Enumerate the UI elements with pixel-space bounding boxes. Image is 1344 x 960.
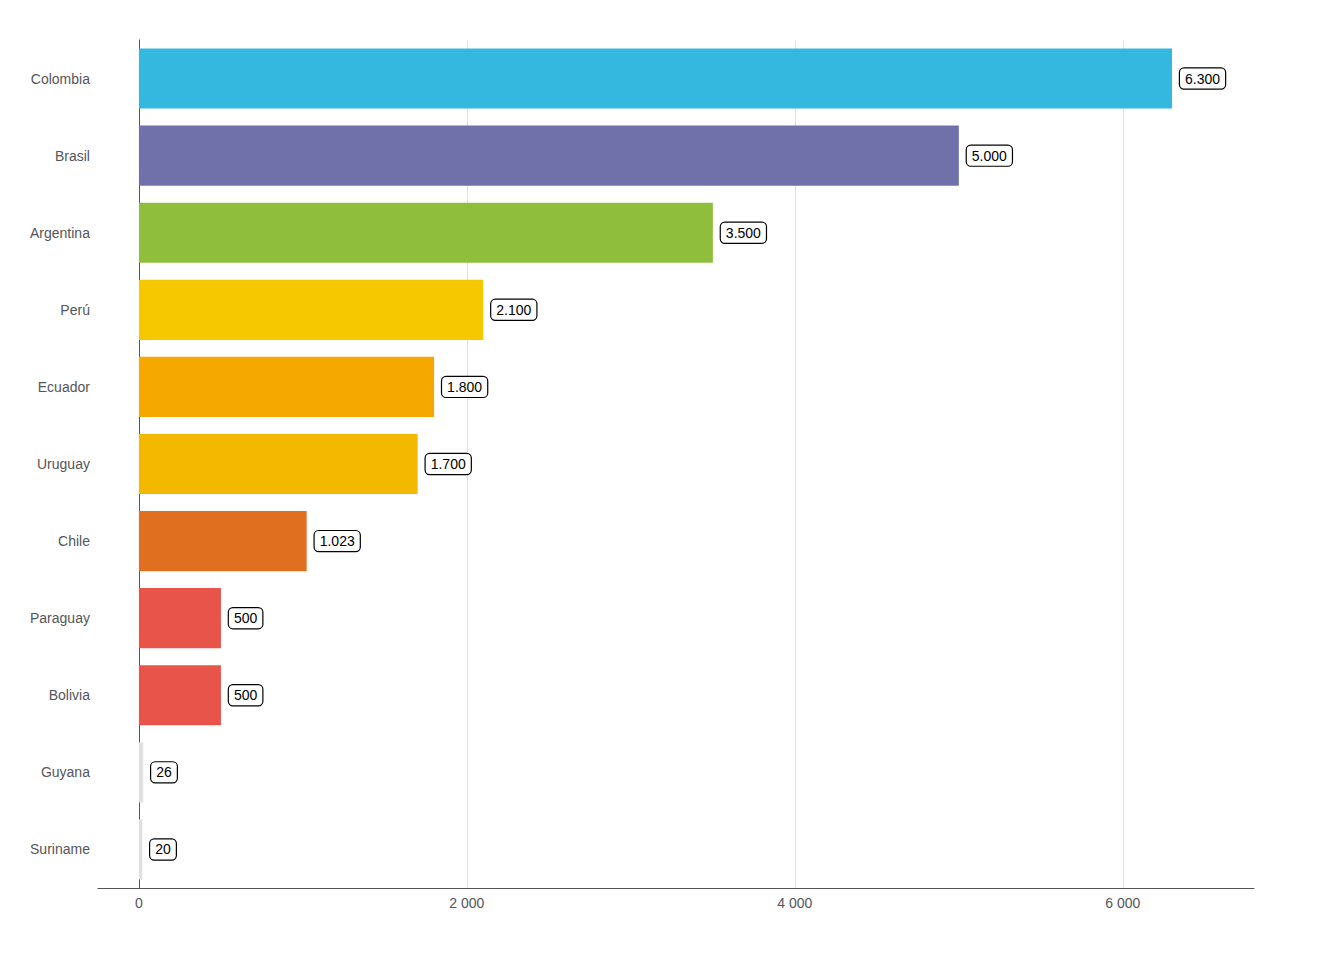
svg-text:20: 20 [155,841,171,857]
svg-text:6 000: 6 000 [1105,895,1140,911]
svg-text:Bolivia: Bolivia [49,687,90,703]
svg-text:Chile: Chile [58,533,90,549]
svg-text:Suriname: Suriname [30,841,90,857]
svg-text:0: 0 [135,895,143,911]
svg-text:Brasil: Brasil [55,148,90,164]
svg-text:500: 500 [234,610,258,626]
svg-text:3.500: 3.500 [726,225,761,241]
svg-text:4 000: 4 000 [777,895,812,911]
svg-text:Guyana: Guyana [41,764,90,780]
svg-text:Ecuador: Ecuador [38,379,90,395]
svg-text:1.023: 1.023 [320,533,355,549]
svg-text:Uruguay: Uruguay [37,456,90,472]
svg-text:Perú: Perú [60,302,90,318]
svg-text:Colombia: Colombia [31,71,90,87]
svg-text:2 000: 2 000 [449,895,484,911]
svg-text:1.700: 1.700 [431,456,466,472]
svg-text:26: 26 [156,764,172,780]
svg-text:Argentina: Argentina [30,225,90,241]
svg-text:1.800: 1.800 [447,379,482,395]
svg-text:5.000: 5.000 [972,148,1007,164]
svg-text:Paraguay: Paraguay [30,610,90,626]
svg-text:500: 500 [234,687,258,703]
svg-text:2.100: 2.100 [496,302,531,318]
svg-text:6.300: 6.300 [1185,71,1220,87]
